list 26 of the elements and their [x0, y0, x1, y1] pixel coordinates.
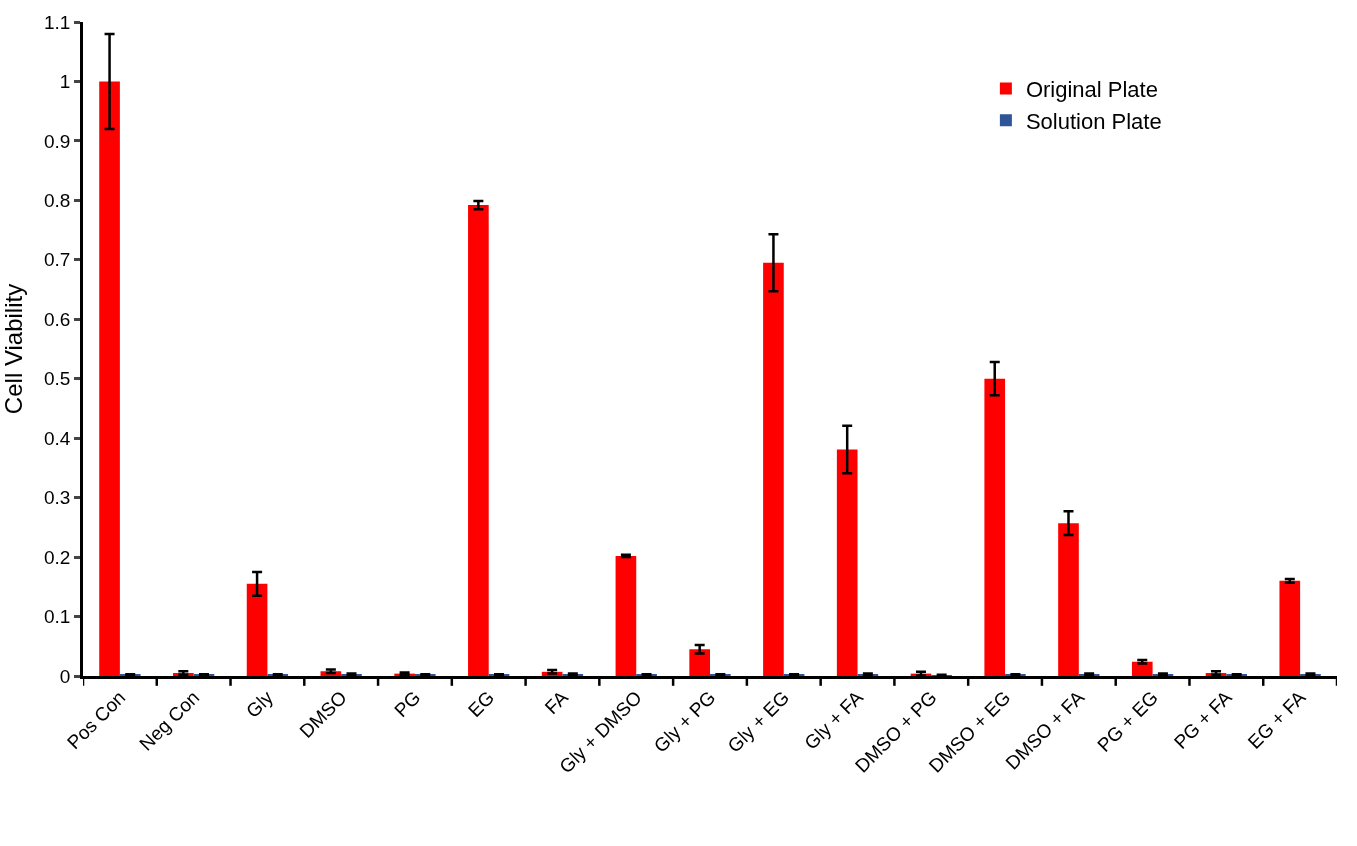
x-tick-label: Gly + EG [723, 686, 794, 757]
x-tick-label: EG + FA [1243, 686, 1310, 753]
x-tick-label: PG [390, 686, 425, 722]
legend-label: Original Plate [1025, 77, 1158, 103]
y-tick-label: 0.7 [44, 249, 71, 271]
x-tick-label: PG + EG [1093, 686, 1163, 756]
x-tick-label: EG [463, 686, 499, 722]
x-tick-label: PG + FA [1169, 686, 1237, 753]
y-tick-label: 0.1 [44, 606, 71, 628]
y-tick-label: 0.6 [44, 308, 71, 330]
y-tick-label: 0.9 [44, 130, 71, 152]
y-axis-title: Cell Viability [0, 283, 28, 415]
x-tick-label: Pos Con [63, 686, 130, 754]
y-tick-label: 1.1 [44, 11, 71, 33]
x-tick-label: FA [540, 686, 573, 719]
x-tick-label: Gly + PG [649, 686, 720, 757]
y-tick-label: 0.3 [44, 487, 71, 509]
y-tick-label: 0.5 [44, 368, 71, 390]
x-tick-label: Gly [241, 686, 278, 722]
y-tick-label: 1 [59, 71, 71, 93]
x-tick-label: Neg Con [135, 686, 204, 755]
y-tick-label: 0.2 [44, 546, 71, 568]
y-tick-label: 0.4 [44, 427, 71, 449]
legend-label: Solution Plate [1025, 108, 1162, 134]
y-tick-label: 0.8 [44, 190, 71, 212]
y-tick-label: 0 [59, 665, 71, 687]
